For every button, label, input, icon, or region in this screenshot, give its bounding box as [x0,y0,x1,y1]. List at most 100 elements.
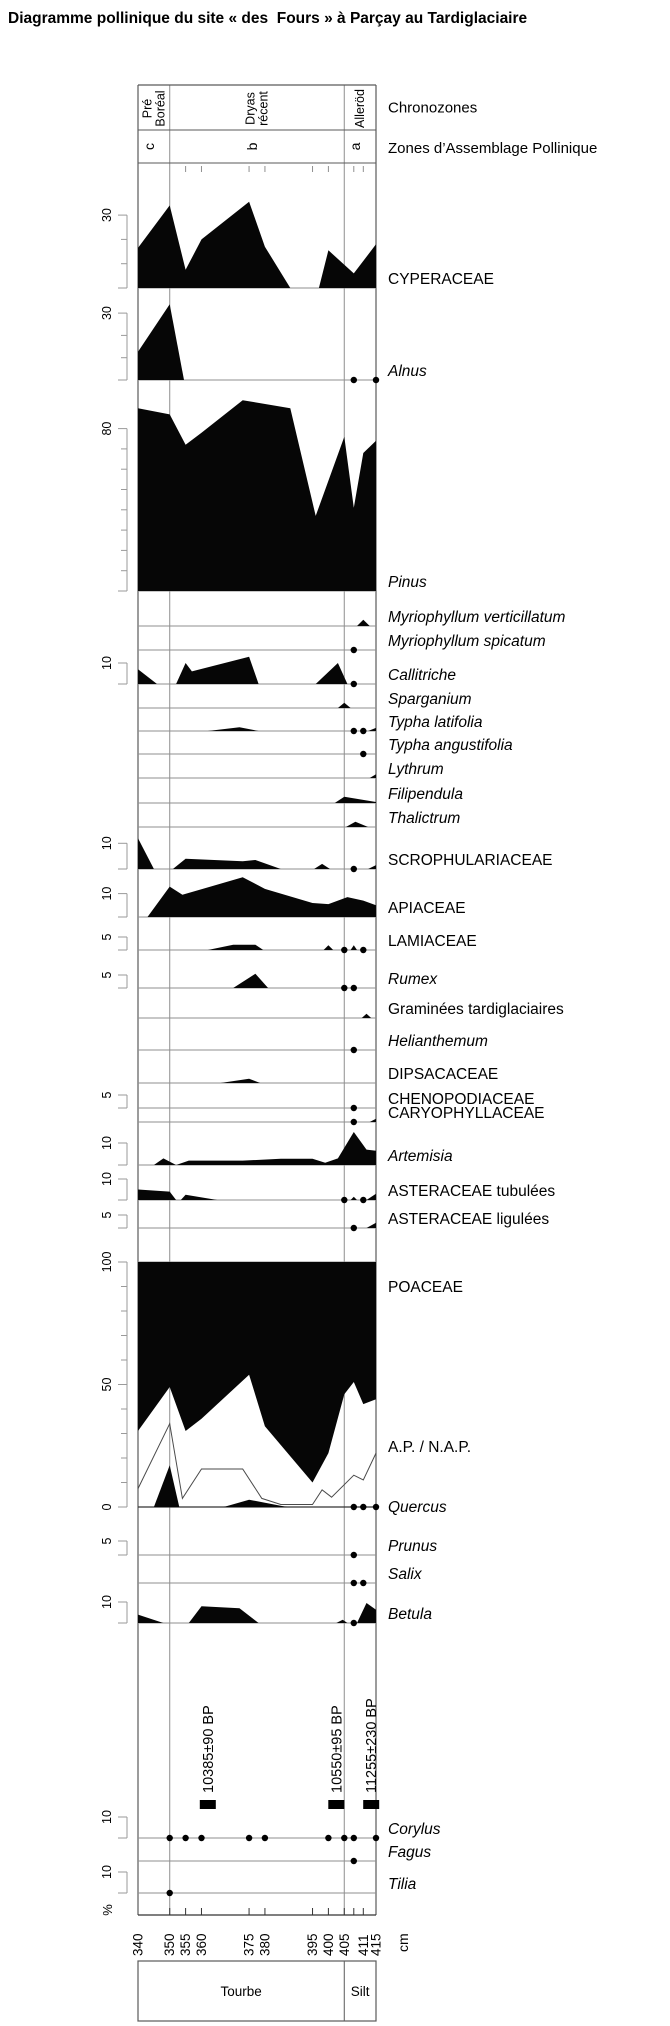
taxon-label-artemisia: Artemisia [387,1148,453,1165]
scale-value-label: 5 [100,1211,114,1218]
panel-poaceae: 100 50 0 POACEAE A.P. / N.A.P. Quercus [100,1252,471,1516]
depth-tick-label-405: 405 [337,1933,352,1956]
taxon-label-apiaceae: APIACEAE [388,900,466,917]
presence-dot [360,750,367,758]
panel-myriophyllum-verticillatum: Myriophyllum verticillatum [138,609,566,627]
taxon-label-chenopodiaceae: CHENOPODIACEAE [388,1091,534,1108]
silhouette [350,945,357,950]
taxon-label-caryophyllaceae: CARYOPHYLLACEAE [388,1105,545,1122]
panel-lythrum: Lythrum [138,761,444,779]
silhouette [138,201,291,288]
silhouette [138,1132,376,1165]
presence-dot [350,984,357,992]
taxon-label-prunus: Prunus [388,1538,437,1555]
chronozone-aller-d: Alleröd [353,89,367,128]
silhouette [323,945,334,950]
silhouette [366,1193,376,1200]
date-marker [363,1800,380,1809]
presence-dot [372,1503,380,1511]
chronozones-row-label: Chronozones [388,100,477,117]
chronozone-pr-bor-al: PréBoréal [140,90,167,126]
scale-bracket: 30 [100,306,128,381]
presence-dot [261,1834,269,1842]
depth-tick-label-360: 360 [194,1933,209,1956]
taxon-label-typha-angustifolia: Typha angustifolia [388,737,513,754]
presence-dot [372,376,380,384]
scale-value-label: 50 [100,1378,114,1392]
panel-alnus: 30 Alnus [100,304,427,384]
presence-dot [166,1889,173,1897]
scale-bracket: 10 [100,1595,128,1624]
scale-value-label: 5 [100,933,114,940]
presence-dot [360,1503,367,1511]
silhouette [138,838,154,869]
panel-salix: Salix [138,1566,423,1587]
taxon-label-callitriche: Callitriche [388,667,456,684]
presence-dot [360,1196,367,1204]
silhouette [318,244,376,288]
panel-corylus: 10 Corylus [100,1810,441,1842]
presence-dot [350,1118,357,1126]
presence-dot [325,1834,332,1842]
presence-dot [341,946,348,954]
panel-typha-angustifolia: Typha angustifolia [138,737,513,758]
assemblage-row-label: Zones d’Assemblage Pollinique [388,140,597,157]
taxon-label-corylus: Corylus [388,1821,441,1838]
taxon-label-rumex: Rumex [388,971,438,988]
presence-dot [350,865,357,873]
panel-pinus: 80 Pinus [100,400,427,592]
panel-thalictrum: Thalictrum [138,810,460,828]
silhouette [138,400,376,591]
panel-chenopodiaceae: 5 CHENOPODIACEAE [100,1091,534,1112]
silhouette [368,865,376,869]
presence-dot [182,1834,189,1842]
presence-dot [350,646,357,654]
scale-bracket: 10 [100,1810,128,1839]
scale-bracket: 10 [100,887,128,918]
scale-bracket: 5 [100,1537,128,1556]
silhouette [337,702,351,708]
presence-dot [350,1503,357,1511]
scale-value-label: 100 [100,1252,114,1273]
presence-dot [198,1834,205,1842]
poaceae-silhouette [138,1262,376,1483]
silhouette [220,1078,261,1083]
silhouette [314,863,330,869]
scale-bracket: 5 [100,933,128,951]
depth-tick-label-375: 375 [242,1933,257,1956]
taxon-label-helianthemum: Helianthemum [388,1033,488,1050]
scale-value-label: 10 [100,1865,114,1879]
panel-dipsacaceae: DIPSACACEAE [138,1066,498,1084]
scale-bracket: 5 [100,1091,128,1109]
taxon-label-pinus: Pinus [388,574,427,591]
depth-tick-label-350: 350 [162,1933,177,1956]
presence-dot [350,1046,357,1054]
panel-caryophyllaceae: CARYOPHYLLACEAE [138,1105,545,1126]
silhouette [368,727,376,731]
scale-value-label: 5 [100,1537,114,1544]
taxon-label-lamiaceae: LAMIACEAE [388,933,477,950]
depth-tick-label-400: 400 [321,1933,336,1956]
scale-value-label: 10 [100,1172,114,1186]
taxon-label-asteraceae-ligul-es: ASTERACEAE ligulées [388,1211,549,1228]
date-label: 10385±90 BP [201,1705,217,1793]
taxon-label-quercus: Quercus [388,1499,447,1516]
silhouette [138,304,184,380]
scale-value-label: 5 [100,971,114,978]
assemblage-zone-c: c [141,143,157,150]
depth-tick-label-411: 411 [356,1934,371,1956]
silhouette [147,877,376,917]
scale-bracket: 80 [100,422,128,592]
assemblage-zone-b: b [244,142,260,150]
scale-value-label: 5 [100,1091,114,1098]
presence-dot [360,946,367,954]
depth-tick-label-395: 395 [305,1933,320,1956]
taxon-label-salix: Salix [388,1566,423,1583]
silhouette [138,669,157,684]
curve-label-apnap: A.P. / N.A.P. [388,1439,471,1456]
silhouette [369,774,376,778]
chronozone-label: PréBoréal [140,90,167,126]
taxon-label-filipendula: Filipendula [388,786,463,803]
